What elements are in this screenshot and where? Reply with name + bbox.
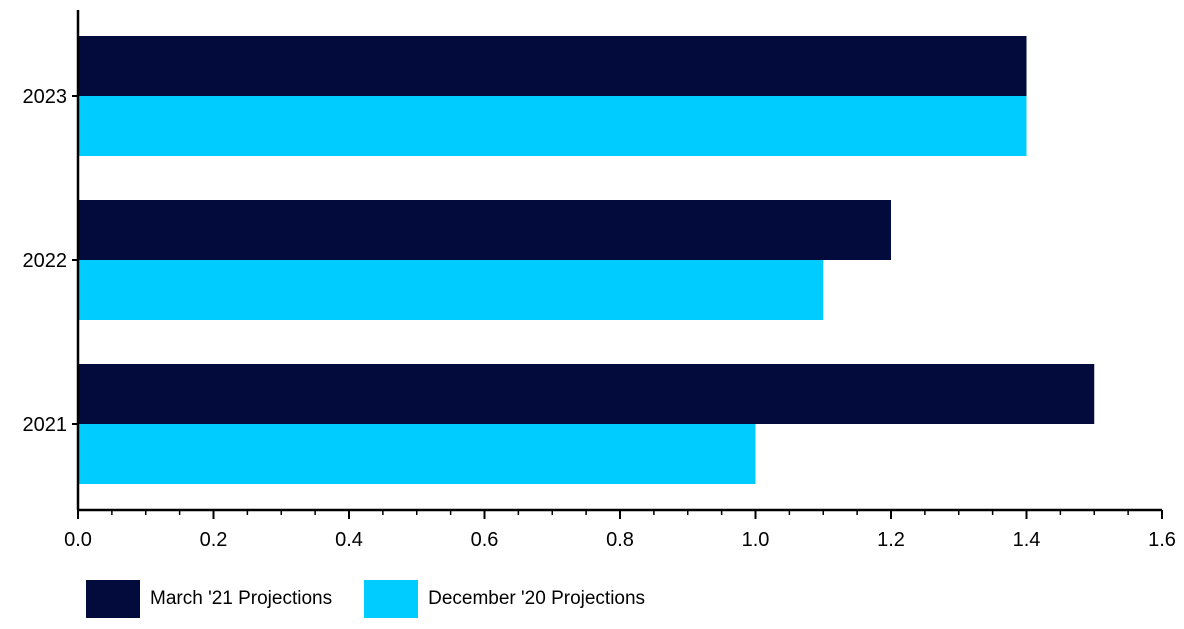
- legend-label-march-21: March '21 Projections: [150, 588, 333, 609]
- x-tick-label-1.0: 1.0: [742, 529, 770, 551]
- bar-2023-series-0: [78, 36, 1027, 96]
- x-tick-label-0.6: 0.6: [471, 529, 499, 551]
- bar-chart: 2021 2022 2023 0.0 0.2 0.4 0.6 0.8 1.0 1.2 1.4 1.6: [23, 10, 1176, 551]
- bar-2022-series-1: [78, 260, 824, 320]
- bar-2022-series-0: [78, 200, 891, 260]
- legend-swatch-march-21: [86, 580, 140, 618]
- x-tick-label-1.2: 1.2: [877, 529, 905, 551]
- legend-item-december-20: December '20 Projections: [364, 580, 645, 618]
- x-tick-label-1.4: 1.4: [1013, 529, 1041, 551]
- x-tick-label-0.8: 0.8: [606, 529, 634, 551]
- legend-item-march-21: March '21 Projections: [86, 580, 332, 618]
- bar-2023-series-1: [78, 96, 1027, 156]
- y-tick-label-2021: 2021: [23, 414, 68, 436]
- x-tick-label-0.2: 0.2: [200, 529, 228, 551]
- x-tick-label-0.0: 0.0: [64, 529, 92, 551]
- bars-group: [78, 36, 1095, 484]
- x-tick-label-0.4: 0.4: [335, 529, 363, 551]
- legend-swatch-december-20: [364, 580, 419, 618]
- x-tick-label-1.6: 1.6: [1148, 529, 1176, 551]
- y-tick-label-2023: 2023: [23, 86, 68, 108]
- bar-2021-series-1: [78, 424, 756, 484]
- legend: March '21 Projections December '20 Proje…: [86, 580, 677, 618]
- legend-label-december-20: December '20 Projections: [428, 588, 646, 609]
- bar-2021-series-0: [78, 364, 1095, 424]
- y-tick-label-2022: 2022: [23, 250, 68, 272]
- axes-group: 2021 2022 2023 0.0 0.2 0.4 0.6 0.8 1.0 1.2 1.4 1.6: [23, 10, 1176, 551]
